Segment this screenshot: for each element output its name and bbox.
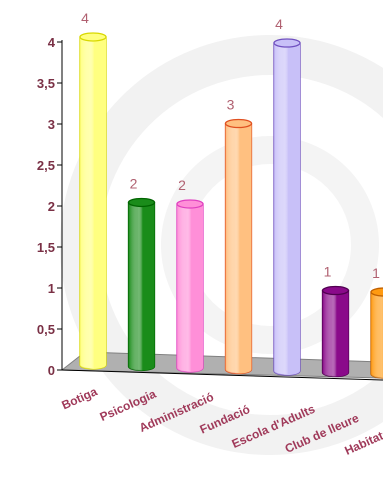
y-tick-label: 3 [48, 117, 55, 132]
bar-3 [224, 118, 253, 375]
data-label: 1 [324, 264, 332, 280]
bar-top [224, 118, 253, 129]
x-axis [61, 369, 383, 381]
bar-2 [176, 199, 204, 373]
bar-top [273, 38, 301, 48]
data-label: 2 [130, 175, 138, 191]
y-tick-label: 2 [48, 199, 55, 214]
bar-6 [370, 287, 383, 379]
y-tick-label: 0 [48, 363, 55, 378]
bar-shine [128, 202, 155, 371]
bar-top [370, 287, 383, 297]
bar-top [176, 199, 204, 209]
bar-top [79, 32, 107, 42]
bar-shine [80, 36, 106, 369]
x-tick-label: Botiga [59, 384, 99, 412]
bar-5 [321, 285, 350, 378]
bar-0 [79, 32, 107, 370]
data-label: 4 [81, 10, 89, 26]
bar-shine [274, 43, 300, 376]
bar-4 [273, 38, 301, 376]
bar-shine [322, 290, 349, 377]
y-tick-label: 2,5 [37, 158, 55, 173]
y-tick-label: 1,5 [37, 240, 55, 255]
bar-top [321, 285, 350, 296]
y-tick-label: 1 [48, 281, 55, 296]
data-label: 4 [275, 16, 283, 32]
bar-1 [127, 197, 156, 372]
y-tick-label: 3,5 [37, 76, 55, 91]
y-tick-label: 0,5 [37, 322, 55, 337]
bar-top [127, 197, 156, 208]
bar-shine [225, 123, 252, 374]
watermark-ring-inner [161, 136, 379, 354]
bar-shine [371, 292, 383, 378]
y-tick-label: 4 [48, 35, 56, 50]
bar-shine [177, 203, 203, 372]
data-label: 1 [372, 265, 380, 281]
data-label: 3 [227, 96, 235, 112]
data-label: 2 [178, 177, 186, 193]
